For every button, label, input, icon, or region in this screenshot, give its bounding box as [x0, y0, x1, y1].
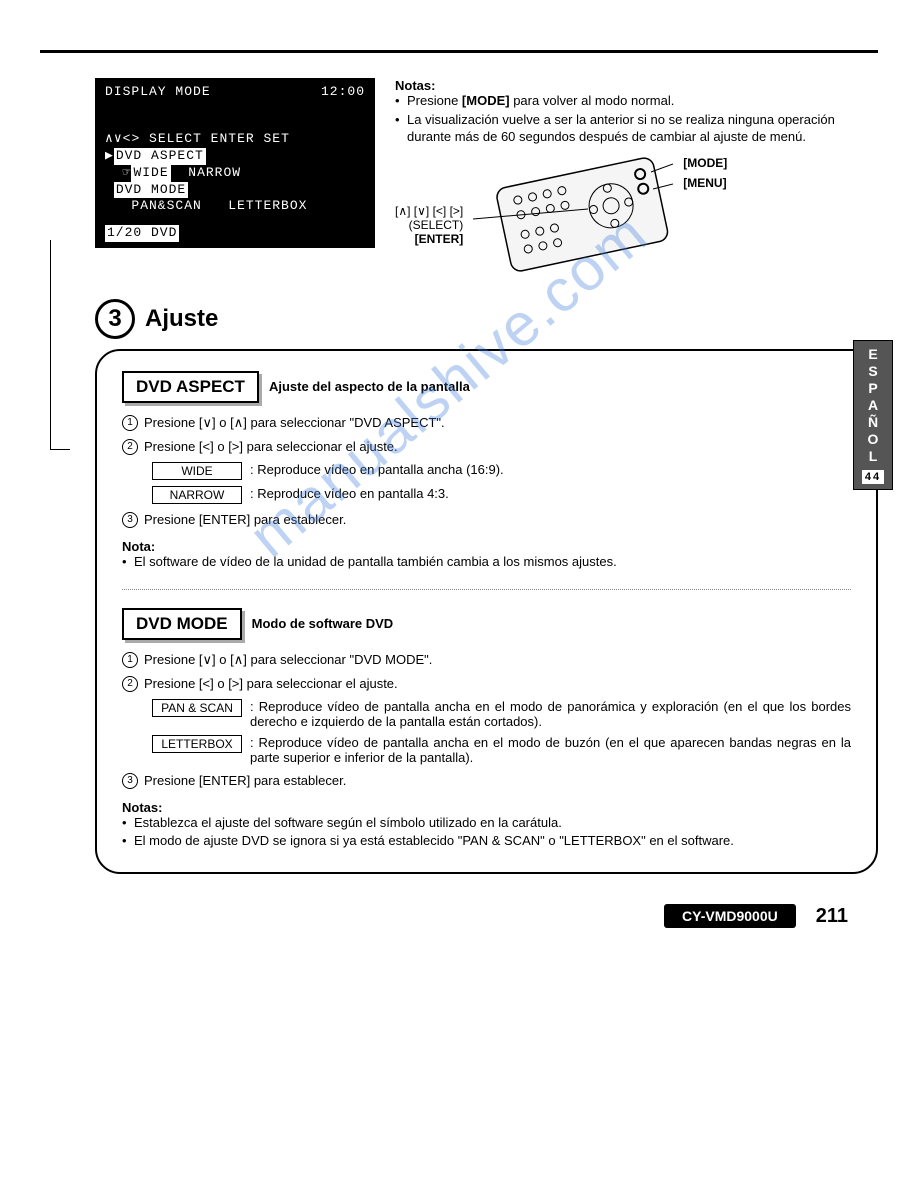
- note-bold: [MODE]: [462, 93, 510, 108]
- remote-mode-label: [MODE]: [683, 156, 727, 170]
- step-text: Presione: [144, 773, 199, 788]
- note-item: La visualización vuelve a ser la anterio…: [395, 112, 878, 146]
- display-bottom: 1/20 DVD: [105, 225, 179, 242]
- page-number: 211: [816, 905, 848, 928]
- option-row: PAN & SCAN : Reproduce vídeo de pantalla…: [152, 699, 851, 729]
- connector-line: [50, 240, 70, 450]
- manual-page: DISPLAY MODE 12:00 ∧∨<> SELECT ENTER SET…: [0, 0, 918, 968]
- step-number-circle: 3: [95, 299, 135, 339]
- left-col: DISPLAY MODE 12:00 ∧∨<> SELECT ENTER SET…: [95, 78, 375, 284]
- remote-area: [∧] [∨] [<] [>] (SELECT) [ENTER]: [395, 154, 878, 284]
- pan-desc: : Reproduce vídeo de pantalla ancha en e…: [250, 699, 851, 729]
- option-row: LETTERBOX : Reproduce vídeo de pantalla …: [152, 735, 851, 765]
- mode-box-label: DVD MODE: [122, 608, 242, 640]
- pan-option-box: PAN & SCAN: [152, 699, 242, 717]
- display-aspect-label: DVD ASPECT: [114, 148, 206, 165]
- option-row: WIDE : Reproduce vídeo en pantalla ancha…: [152, 462, 851, 480]
- notes-title: Notas:: [122, 800, 851, 815]
- step-text: Presione: [144, 512, 199, 527]
- note-item: Presione [MODE] para volver al modo norm…: [395, 93, 878, 110]
- step-num-icon: 2: [122, 676, 138, 692]
- remote-left-labels: [∧] [∨] [<] [>] (SELECT) [ENTER]: [395, 154, 463, 246]
- language-tab: ESPAÑOL 44: [853, 340, 893, 490]
- display-time: 12:00: [321, 84, 365, 101]
- step-text: Presione [<] o [>] para seleccionar el a…: [144, 676, 398, 691]
- step-bold: [ENTER]: [199, 773, 250, 788]
- mode-step-3: 3 Presione [ENTER] para establecer.: [122, 773, 851, 788]
- remote-menu-label: [MENU]: [683, 176, 727, 190]
- section-divider: [122, 589, 851, 590]
- note-item: El modo de ajuste DVD se ignora si ya es…: [122, 833, 851, 850]
- note-title: Nota:: [122, 539, 851, 554]
- notes-title: Notas:: [395, 78, 878, 93]
- note-text: Presione: [407, 93, 462, 108]
- remote-enter-label: [ENTER]: [395, 232, 463, 246]
- narrow-desc: : Reproduce vídeo en pantalla 4:3.: [250, 486, 851, 501]
- display-screen: DISPLAY MODE 12:00 ∧∨<> SELECT ENTER SET…: [95, 78, 375, 248]
- wide-desc: : Reproduce vídeo en pantalla ancha (16:…: [250, 462, 851, 477]
- tab-num: 44: [862, 470, 884, 484]
- option-row: NARROW : Reproduce vídeo en pantalla 4:3…: [152, 486, 851, 504]
- step-num-icon: 2: [122, 439, 138, 455]
- display-pan: PAN&SCAN: [131, 198, 201, 213]
- display-title: DISPLAY MODE: [105, 84, 211, 101]
- top-rule: [40, 50, 878, 53]
- step-title: Ajuste: [145, 305, 218, 333]
- mode-header: DVD MODE Modo de software DVD: [122, 608, 851, 640]
- aspect-note: Nota: El software de vídeo de la unidad …: [122, 539, 851, 571]
- aspect-step-2: 2 Presione [<] o [>] para seleccionar el…: [122, 439, 851, 454]
- narrow-option-box: NARROW: [152, 486, 242, 504]
- aspect-box-label: DVD ASPECT: [122, 371, 259, 403]
- note-item: Establezca el ajuste del software según …: [122, 815, 851, 832]
- step-text: Presione [∨] o [∧] para seleccionar "DVD…: [144, 415, 445, 430]
- step-num-icon: 3: [122, 512, 138, 528]
- display-select-hint: ∧∨<> SELECT ENTER SET: [105, 131, 365, 148]
- step-num-icon: 1: [122, 415, 138, 431]
- letter-option-box: LETTERBOX: [152, 735, 242, 753]
- tab-text: ESPAÑOL: [865, 346, 881, 465]
- mode-step-1: 1 Presione [∨] o [∧] para seleccionar "D…: [122, 652, 851, 668]
- step-bold: [ENTER]: [199, 512, 250, 527]
- remote-arrows-label: [∧] [∨] [<] [>]: [395, 204, 463, 218]
- display-narrow: NARROW: [188, 165, 241, 180]
- note-text: para volver al modo normal.: [510, 93, 675, 108]
- step-num-icon: 1: [122, 652, 138, 668]
- page-footer: CY-VMD9000U 211: [40, 904, 878, 928]
- display-pointer: ☞: [123, 165, 132, 180]
- step-text: Presione [<] o [>] para seleccionar el a…: [144, 439, 398, 454]
- remote-select-label: (SELECT): [395, 218, 463, 232]
- step-text: para establecer.: [250, 773, 346, 788]
- aspect-subtitle: Ajuste del aspecto de la pantalla: [269, 379, 470, 394]
- mode-subtitle: Modo de software DVD: [252, 616, 394, 631]
- display-letter: LETTERBOX: [228, 198, 307, 213]
- display-mode-label: DVD MODE: [114, 182, 188, 199]
- wide-option-box: WIDE: [152, 462, 242, 480]
- aspect-header: DVD ASPECT Ajuste del aspecto de la pant…: [122, 371, 851, 403]
- mode-step-2: 2 Presione [<] o [>] para seleccionar el…: [122, 676, 851, 691]
- step-text: para establecer.: [250, 512, 346, 527]
- letter-desc: : Reproduce vídeo de pantalla ancha en e…: [250, 735, 851, 765]
- remote-icon: [473, 154, 673, 284]
- upper-section: DISPLAY MODE 12:00 ∧∨<> SELECT ENTER SET…: [40, 78, 878, 284]
- display-wide: WIDE: [131, 165, 170, 182]
- right-notes: Notas: Presione [MODE] para volver al mo…: [395, 78, 878, 284]
- content-box: DVD ASPECT Ajuste del aspecto de la pant…: [95, 349, 878, 875]
- step-text: Presione [∨] o [∧] para seleccionar "DVD…: [144, 652, 432, 667]
- aspect-step-1: 1 Presione [∨] o [∧] para seleccionar "D…: [122, 415, 851, 431]
- remote-right-labels: [MODE] [MENU]: [683, 154, 727, 190]
- mode-notes: Notas: Establezca el ajuste del software…: [122, 800, 851, 851]
- note-item: El software de vídeo de la unidad de pan…: [122, 554, 851, 571]
- step-header: 3 Ajuste: [95, 299, 878, 339]
- step-num-icon: 3: [122, 773, 138, 789]
- aspect-step-3: 3 Presione [ENTER] para establecer.: [122, 512, 851, 527]
- model-label: CY-VMD9000U: [664, 904, 796, 928]
